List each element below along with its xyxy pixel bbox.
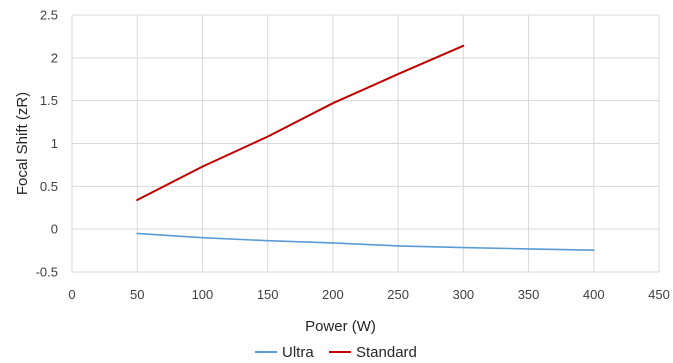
x-tick-label: 400 — [583, 287, 605, 302]
tick-labels: -0.5 0 0.5 1 1.5 2 2.5 0 50 100 150 200 250 300 350 400… — [36, 8, 670, 303]
x-tick-label: 50 — [130, 287, 144, 302]
x-axis-title: Power (W) — [305, 318, 376, 335]
legend: Ultra Standard — [255, 344, 417, 361]
series-line-ultra — [136, 232, 595, 251]
x-tick-label: 250 — [387, 287, 409, 302]
x-tick-label: 150 — [257, 287, 279, 302]
x-tick-label: 350 — [518, 287, 540, 302]
x-tick-label: 300 — [452, 287, 474, 302]
x-tick-label: 200 — [322, 287, 344, 302]
series-line-standard — [136, 44, 465, 201]
y-tick-label: 0.5 — [40, 179, 58, 194]
gridlines — [71, 14, 660, 273]
x-tick-label: 0 — [68, 287, 75, 302]
y-tick-label: 1 — [51, 136, 58, 151]
y-tick-label: -0.5 — [36, 265, 58, 280]
x-tick-label: 450 — [648, 287, 670, 302]
y-tick-label: 2 — [51, 50, 58, 65]
y-tick-label: 2.5 — [40, 8, 58, 23]
y-axis-title: Focal Shift (zR) — [14, 92, 31, 195]
y-tick-label: 0 — [51, 222, 58, 237]
series-lines — [136, 44, 595, 251]
legend-label-standard: Standard — [356, 344, 417, 361]
legend-label-ultra: Ultra — [282, 344, 314, 361]
x-tick-label: 100 — [192, 287, 214, 302]
y-tick-label: 1.5 — [40, 93, 58, 108]
